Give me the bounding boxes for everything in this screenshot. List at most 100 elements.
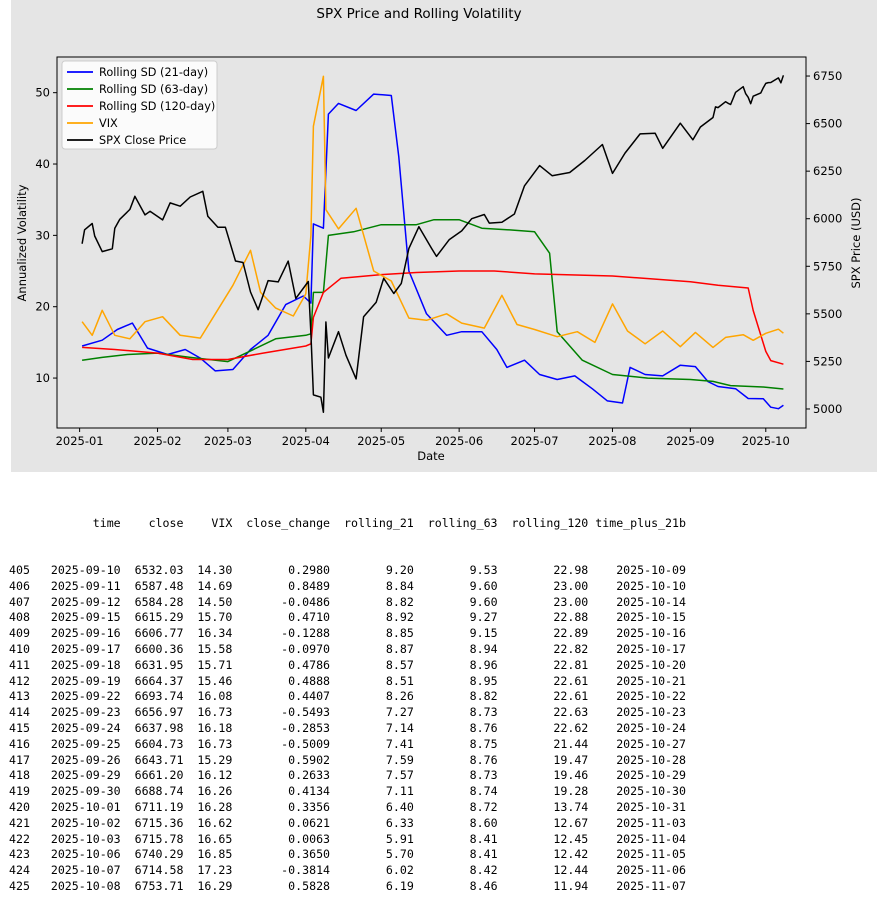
table-cell: 16.73	[197, 705, 233, 720]
table-row-index: 411	[9, 657, 30, 672]
table-cell: 22.61	[553, 689, 589, 704]
table-cell: 21.44	[553, 736, 589, 751]
table-cell: 6.19	[385, 878, 414, 893]
table-cell: 2025-10-07	[50, 863, 121, 878]
x-tick-label: 2025-10	[742, 434, 790, 448]
table-cell: 0.0621	[288, 815, 331, 830]
table-row-index: 423	[9, 847, 30, 862]
table-row: 414 2025-09-23 6656.97 16.73 -0.5493 7.27 8.73…	[9, 705, 686, 721]
table-header-cell: rolling_21	[343, 515, 414, 530]
table-cell: 8.60	[469, 815, 498, 830]
table-cell: 7.14	[385, 720, 414, 735]
table-cell: 2025-10-31	[616, 799, 686, 814]
table-row-index: 407	[9, 594, 30, 609]
table-cell: 8.46	[469, 878, 498, 893]
series-line-rolling-sd-120-day	[82, 270, 784, 365]
table-cell: -0.2853	[281, 720, 331, 735]
series-line-spx-close-price	[81, 75, 785, 413]
table-header-cell: time	[92, 515, 121, 530]
table-row: 415 2025-09-24 6637.98 16.18 -0.2853 7.14 8.76…	[9, 721, 686, 737]
table-cell: 6615.29	[134, 610, 184, 625]
table-cell: 14.30	[197, 562, 233, 577]
x-tick-label: 2025-03	[204, 434, 252, 448]
y-axis-right: 5000 5250 5500 5750 6000 6250 6500 6750	[806, 69, 842, 416]
table-cell: 16.26	[197, 784, 233, 799]
table-cell: 2025-10-24	[616, 720, 686, 735]
y2-tick-label: 6500	[813, 117, 842, 131]
table-row-index: 412	[9, 673, 30, 688]
table-cell: 15.29	[197, 752, 233, 767]
table-cell: 8.95	[469, 673, 498, 688]
table-cell: 8.76	[469, 752, 498, 767]
table-cell: 17.23	[197, 863, 233, 878]
table-row-index: 425	[9, 878, 30, 893]
legend-label: Rolling SD (21-day)	[99, 66, 208, 79]
table-cell: 5.70	[385, 847, 414, 862]
table-cell: 9.53	[469, 562, 498, 577]
y-tick-label: 40	[35, 157, 50, 171]
table-cell: 0.5828	[288, 878, 331, 893]
chart: SPX Price and Rolling Volatility 2025-01…	[15, 6, 863, 463]
table-cell: 11.94	[553, 878, 589, 893]
y-axis-left: 10 20 30 40 50	[35, 86, 57, 385]
table-cell: 22.98	[553, 562, 589, 577]
table-cell: 2025-10-10	[616, 578, 686, 593]
table-cell: 0.4407	[288, 689, 331, 704]
table-cell: 8.42	[469, 863, 498, 878]
table-cell: 2025-10-09	[616, 562, 686, 577]
y-tick-label: 50	[35, 86, 50, 100]
table-cell: 6664.37	[134, 673, 184, 688]
table-cell: 2025-10-27	[616, 736, 686, 751]
table-cell: -0.5009	[281, 736, 331, 751]
table-cell: 2025-09-15	[50, 610, 121, 625]
table-cell: 8.26	[385, 689, 414, 704]
table-cell: 16.62	[197, 815, 233, 830]
table-cell: 2025-09-12	[50, 594, 121, 609]
y2-tick-label: 6750	[813, 69, 842, 83]
y2-tick-label: 5000	[813, 402, 842, 416]
table-cell: 0.4888	[288, 673, 331, 688]
table-row-index: 405	[9, 562, 30, 577]
chart-title: SPX Price and Rolling Volatility	[316, 6, 521, 22]
table-header-cell: close_change	[246, 515, 331, 530]
table-cell: -0.0970	[281, 641, 331, 656]
table-header-row: time close VIX close_change rolling_21 rollin…	[9, 516, 686, 532]
table-cell: 2025-11-03	[616, 815, 686, 830]
table-cell: 8.41	[469, 831, 498, 846]
table-header-cell: VIX	[211, 515, 233, 530]
table-row-index: 414	[9, 705, 30, 720]
table-cell: 8.92	[385, 610, 414, 625]
table-cell: 16.65	[197, 831, 233, 846]
table-cell: 8.82	[385, 594, 414, 609]
table-cell: 2025-09-16	[50, 626, 121, 641]
legend-label: Rolling SD (120-day)	[99, 100, 215, 113]
table-cell: 0.2980	[288, 562, 331, 577]
table-cell: 9.20	[385, 562, 414, 577]
table-row: 422 2025-10-03 6715.78 16.65 0.0063 5.91 8.41 1…	[9, 832, 686, 848]
table-cell: 9.27	[469, 610, 498, 625]
table-row: 424 2025-10-07 6714.58 17.23 -0.3814 6.02 8.42…	[9, 863, 686, 879]
table-cell: 6711.19	[134, 799, 184, 814]
table-cell: 6606.77	[134, 626, 184, 641]
table-row: 411 2025-09-18 6631.95 15.71 0.4786 8.57 8.96 2…	[9, 658, 686, 674]
table-cell: 0.5902	[288, 752, 331, 767]
table-row-index: 417	[9, 752, 30, 767]
table-cell: 6600.36	[134, 641, 184, 656]
table-cell: 2025-09-22	[50, 689, 121, 704]
table-cell: 16.28	[197, 799, 233, 814]
table-cell: 2025-11-05	[616, 847, 686, 862]
table-cell: 2025-11-04	[616, 831, 686, 846]
table-cell: 2025-09-10	[50, 562, 121, 577]
table-cell: 22.89	[553, 626, 589, 641]
table-cell: 8.84	[385, 578, 414, 593]
table-cell: 6.40	[385, 799, 414, 814]
table-cell: 2025-10-06	[50, 847, 121, 862]
table-cell: 2025-09-25	[50, 736, 121, 751]
table-header-cell: close	[148, 515, 184, 530]
table-cell: 22.62	[553, 720, 589, 735]
legend-label: Rolling SD (63-day)	[99, 83, 208, 96]
table-cell: 22.82	[553, 641, 589, 656]
table-row: 408 2025-09-15 6615.29 15.70 0.4710 8.92 9.27 2…	[9, 610, 686, 626]
table-cell: 7.57	[385, 768, 414, 783]
table-cell: 6.33	[385, 815, 414, 830]
